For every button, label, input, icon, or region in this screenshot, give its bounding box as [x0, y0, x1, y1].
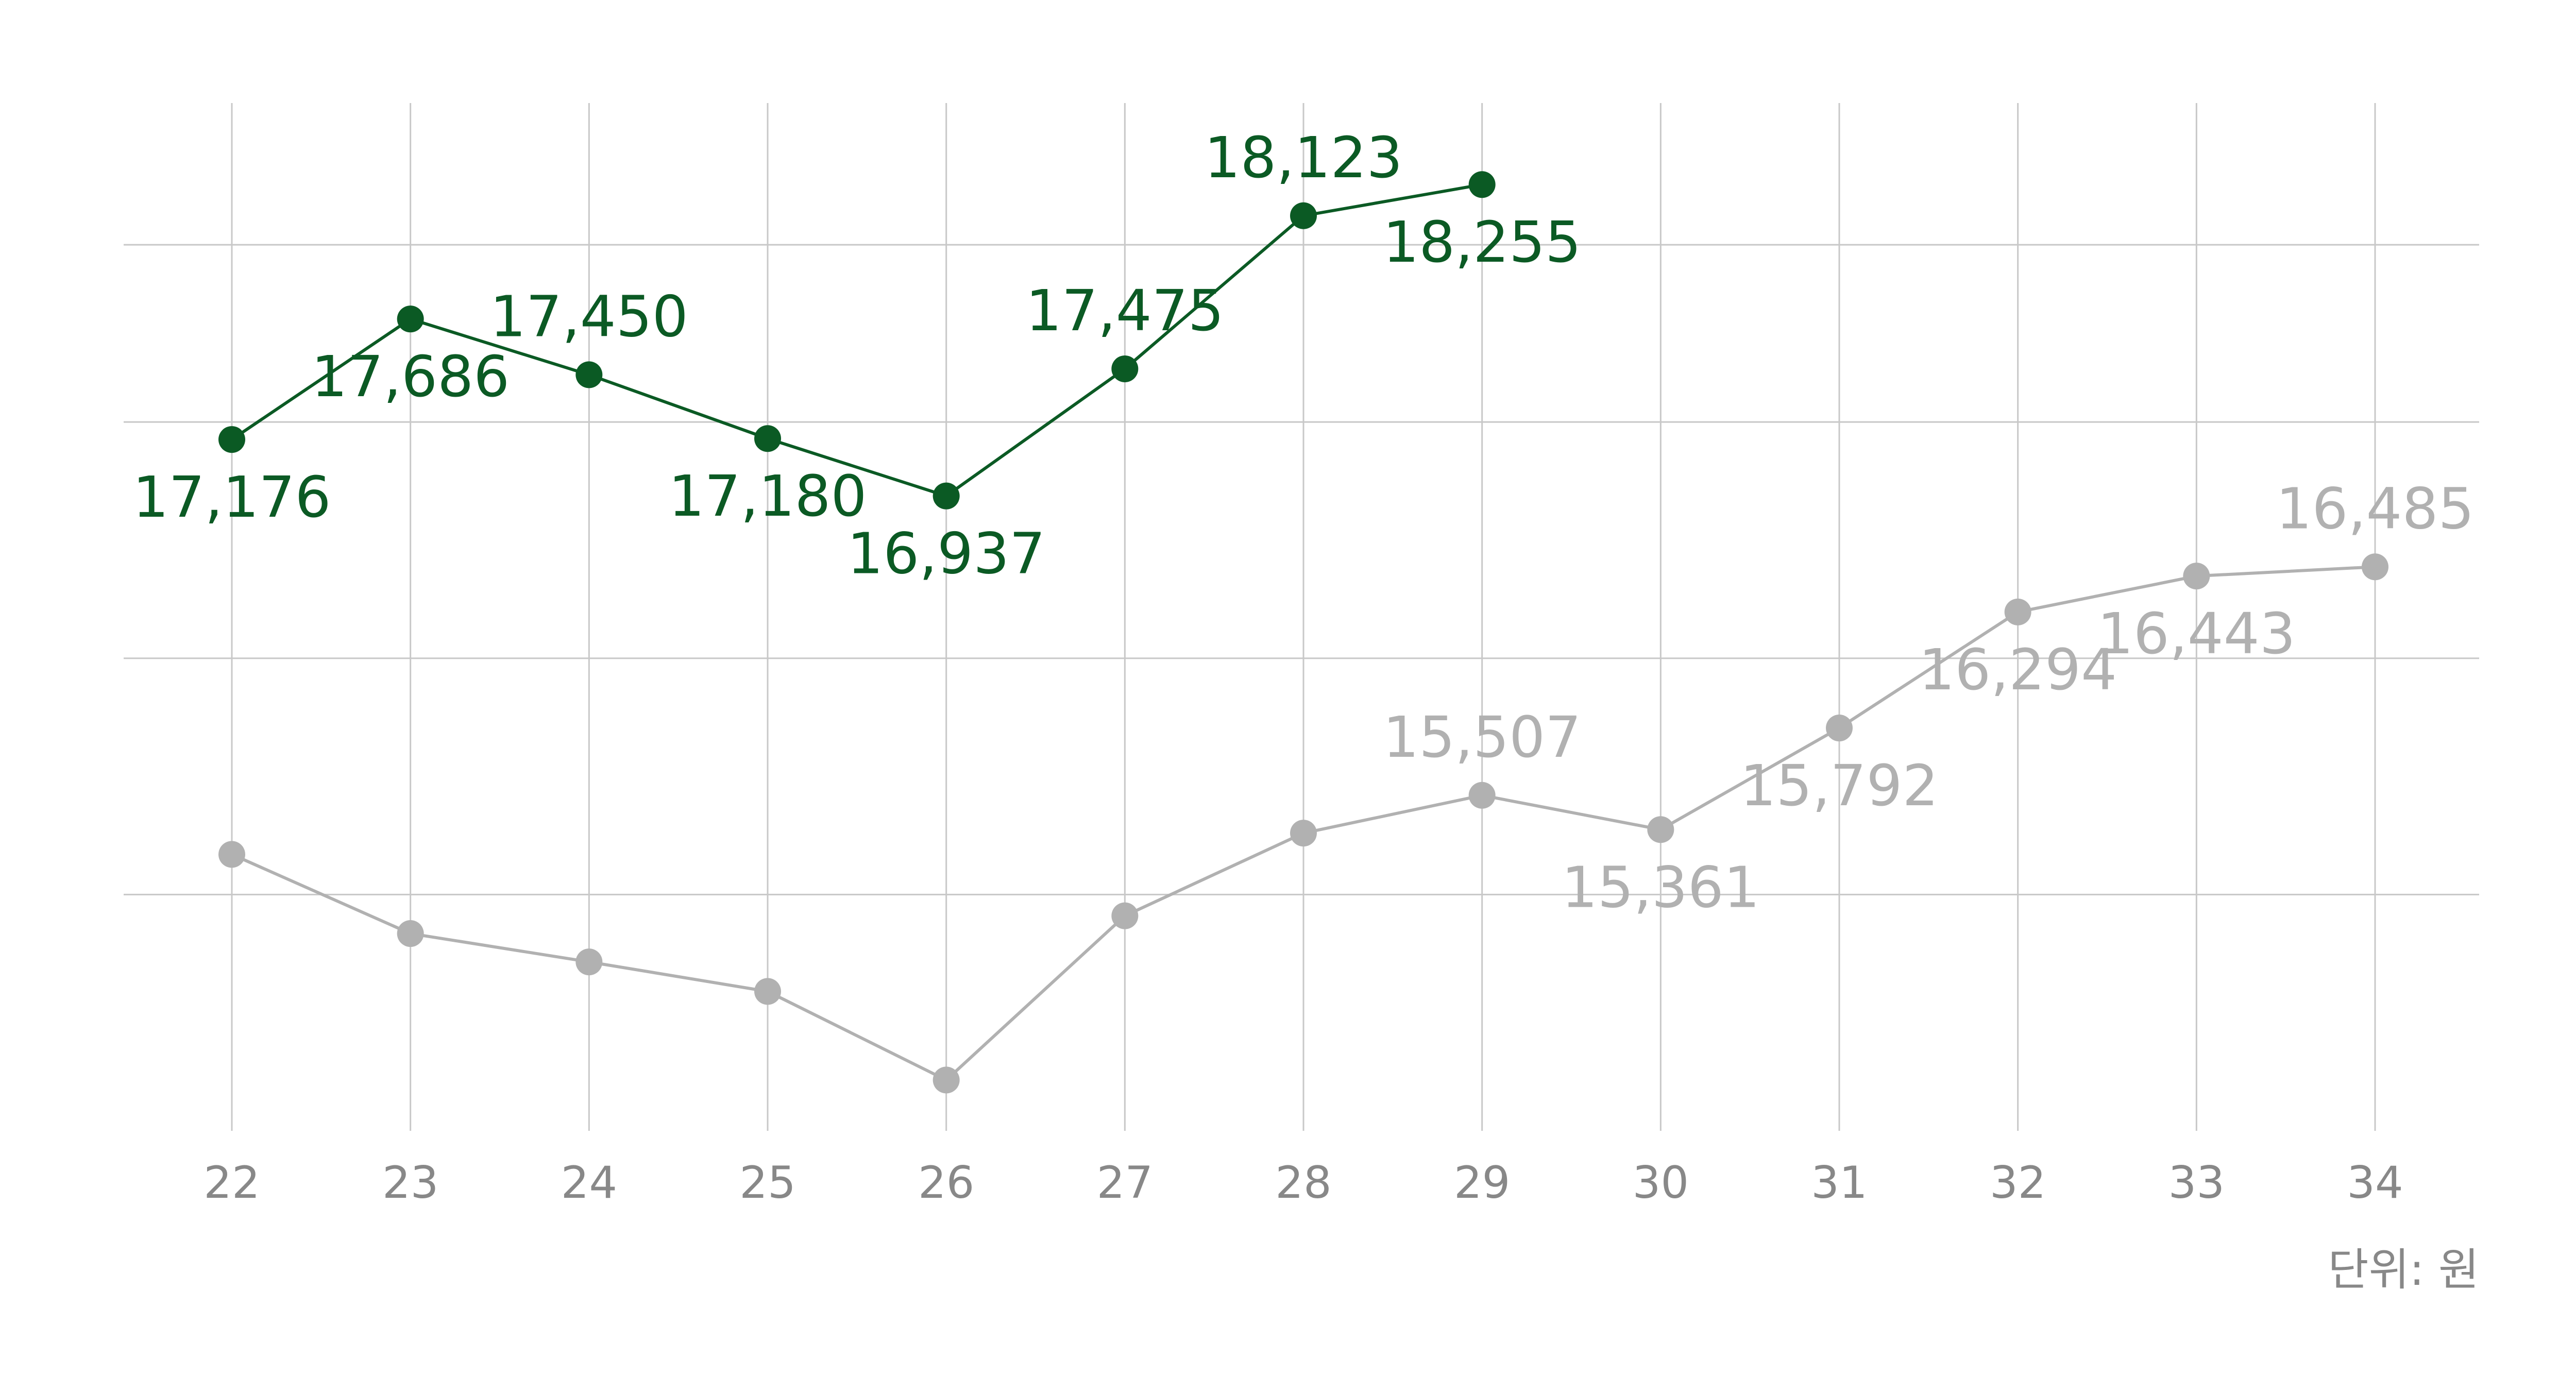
x-tick-label: 32 — [1990, 1157, 2046, 1209]
x-tick-label: 31 — [1811, 1157, 1867, 1209]
x-tick-label: 29 — [1454, 1157, 1510, 1209]
data-point — [1468, 782, 1496, 809]
data-point — [933, 1066, 960, 1094]
data-label: 18,255 — [1383, 209, 1581, 275]
data-point — [1826, 715, 1853, 742]
data-point — [1647, 816, 1674, 843]
x-tick-label: 25 — [739, 1157, 795, 1209]
x-tick-label: 28 — [1275, 1157, 1331, 1209]
x-tick-label: 24 — [561, 1157, 617, 1209]
data-point — [2183, 563, 2210, 590]
data-point — [1290, 202, 1317, 229]
data-label: 17,176 — [133, 464, 331, 530]
data-label: 18,123 — [1205, 125, 1403, 191]
data-label: 15,507 — [1383, 704, 1581, 770]
data-point — [1290, 820, 1317, 847]
axis-layer: 22 23 24 25 26 27 28 29 30 31 32 33 34 — [204, 1157, 2403, 1209]
data-label: 17,475 — [1026, 278, 1224, 344]
data-point — [754, 425, 781, 452]
data-label: 15,361 — [1562, 854, 1760, 920]
data-point — [218, 841, 245, 868]
x-tick-label: 22 — [204, 1157, 260, 1209]
data-label: 15,792 — [1740, 753, 1939, 819]
data-point — [397, 920, 424, 947]
data-point — [575, 948, 603, 976]
data-point — [933, 482, 960, 510]
data-point — [397, 306, 424, 333]
data-label: 16,485 — [2276, 476, 2475, 541]
x-tick-label: 34 — [2347, 1157, 2403, 1209]
x-tick-label: 33 — [2168, 1157, 2225, 1209]
data-point — [218, 426, 245, 453]
x-tick-label: 30 — [1633, 1157, 1689, 1209]
data-point — [2004, 598, 2031, 625]
data-label: 17,180 — [669, 463, 867, 529]
data-point — [754, 978, 781, 1005]
data-point — [1111, 902, 1139, 929]
data-label: 17,686 — [311, 344, 510, 410]
data-point — [2362, 553, 2388, 581]
data-point — [1468, 171, 1496, 198]
series-line — [231, 183, 1483, 498]
data-point — [1111, 355, 1139, 382]
data-label: 17,450 — [490, 283, 688, 349]
x-tick-label: 27 — [1097, 1157, 1153, 1209]
data-point — [575, 361, 603, 388]
grid-layer — [124, 103, 2479, 1131]
x-tick-label: 26 — [918, 1157, 974, 1209]
x-tick-label: 23 — [382, 1157, 438, 1209]
data-label: 16,443 — [2097, 601, 2296, 667]
data-label: 16,294 — [1919, 637, 2117, 703]
data-label: 16,937 — [847, 521, 1045, 587]
unit-label: 단위: 원 — [2328, 1244, 2479, 1296]
